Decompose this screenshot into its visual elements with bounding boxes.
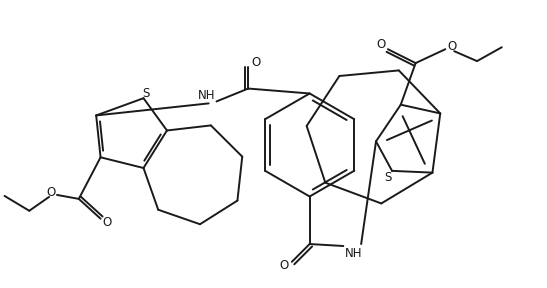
Text: NH: NH: [198, 89, 216, 102]
Text: O: O: [447, 40, 457, 53]
Text: S: S: [385, 171, 392, 184]
Text: O: O: [376, 38, 386, 51]
Text: O: O: [280, 259, 288, 272]
Text: NH: NH: [345, 247, 362, 260]
Text: O: O: [252, 56, 261, 69]
Text: O: O: [102, 216, 111, 229]
Text: S: S: [142, 87, 149, 100]
Text: O: O: [46, 186, 56, 200]
